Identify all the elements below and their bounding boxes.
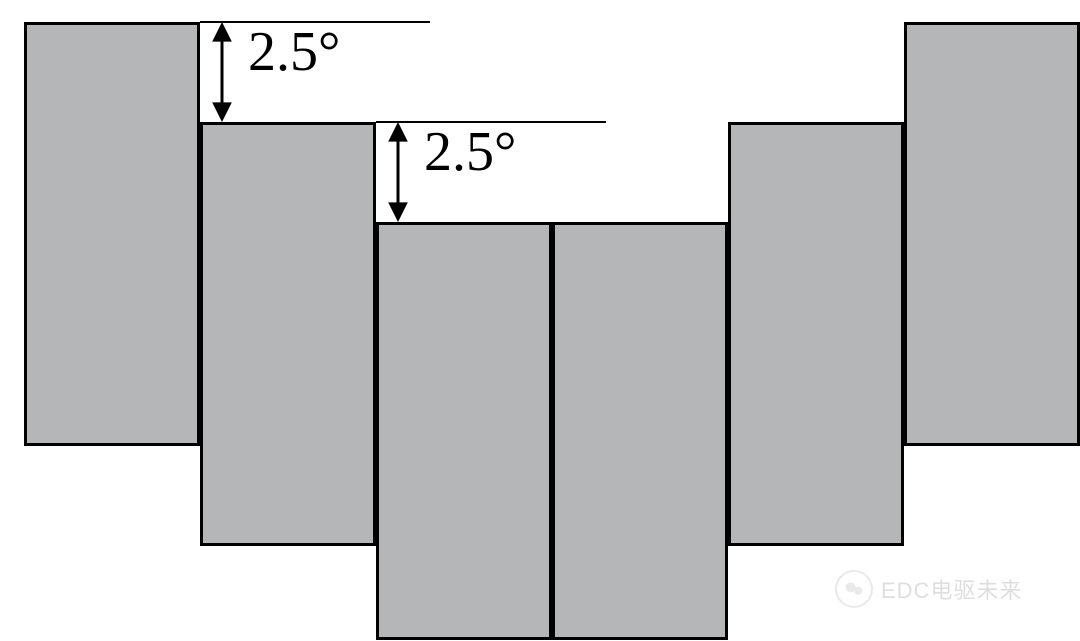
watermark: EDC电驱未来: [835, 570, 1022, 608]
dimension-label-1: 2.5°: [248, 24, 340, 80]
block-3: [376, 222, 552, 640]
diagram-stage: 2.5° 2.5° EDC电驱未来: [0, 0, 1080, 641]
dimension-label-2: 2.5°: [424, 124, 516, 180]
dimension-arrow-2: [381, 122, 415, 222]
watermark-text: EDC电驱未来: [881, 573, 1022, 605]
block-2: [200, 122, 376, 546]
wechat-icon: [835, 570, 873, 608]
block-4: [552, 222, 728, 640]
block-1: [24, 22, 200, 446]
dimension-arrow-1: [205, 22, 239, 122]
block-6: [904, 22, 1080, 446]
block-5: [728, 122, 904, 546]
